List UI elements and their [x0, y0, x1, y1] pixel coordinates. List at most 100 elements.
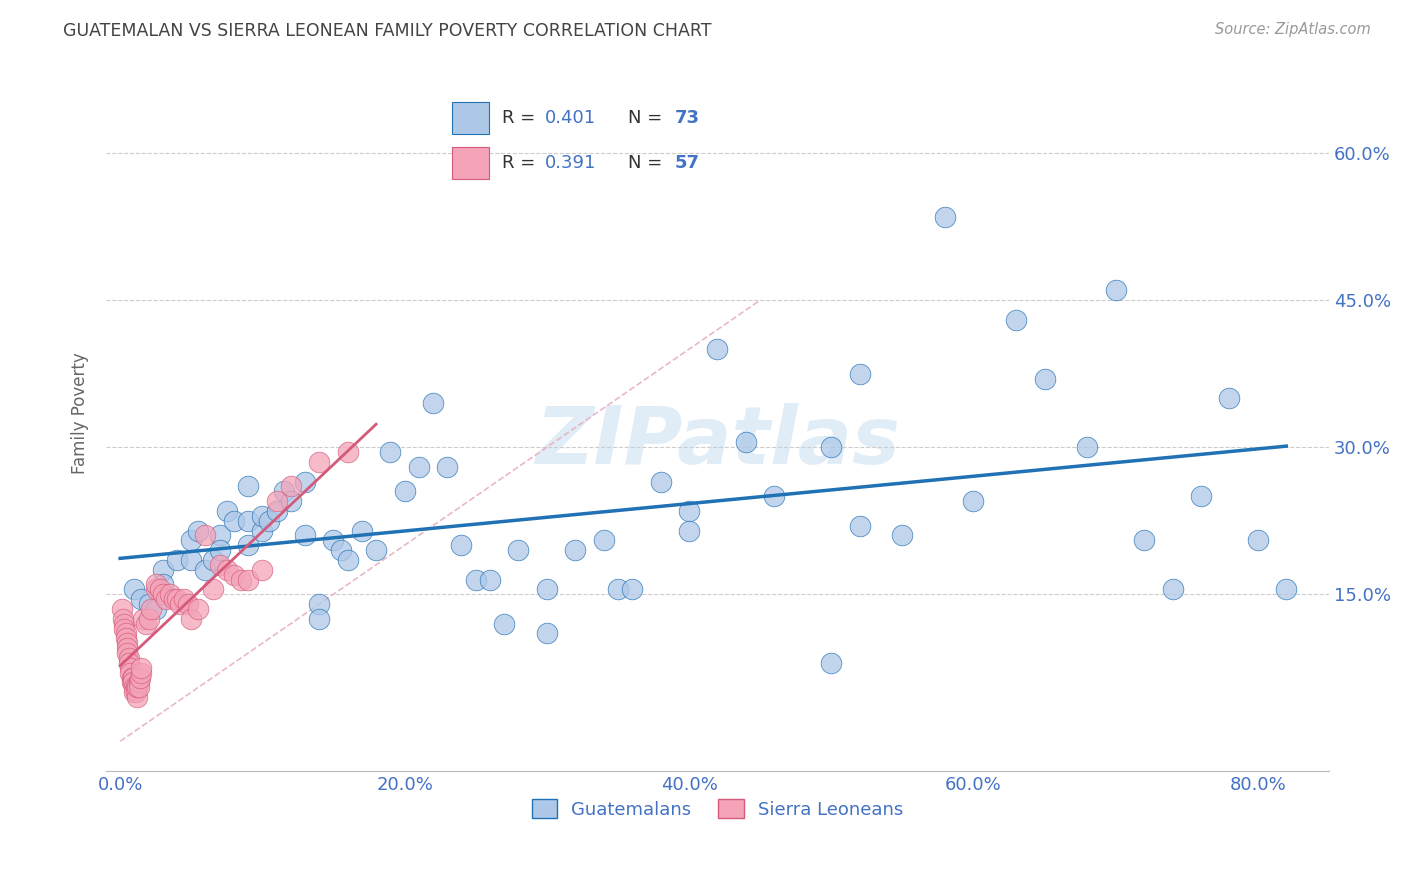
Point — [891, 528, 914, 542]
Point — [180, 533, 202, 548]
Point — [145, 582, 167, 597]
Point — [678, 524, 700, 538]
Point — [934, 210, 956, 224]
Point — [1247, 533, 1270, 548]
Point — [194, 528, 217, 542]
Point — [536, 582, 558, 597]
Point — [380, 445, 402, 459]
Point — [115, 641, 138, 656]
Point — [194, 563, 217, 577]
Point — [1033, 371, 1056, 385]
Point — [125, 681, 148, 695]
Point — [187, 524, 209, 538]
Point — [122, 671, 145, 685]
Point — [621, 582, 644, 597]
Point — [308, 612, 330, 626]
Point — [1189, 489, 1212, 503]
Point — [266, 504, 288, 518]
Point — [308, 455, 330, 469]
Point — [128, 675, 150, 690]
Point — [187, 602, 209, 616]
Point — [152, 587, 174, 601]
Y-axis label: Family Poverty: Family Poverty — [72, 352, 89, 474]
Point — [166, 592, 188, 607]
Point — [118, 656, 141, 670]
Point — [120, 665, 142, 680]
Point — [155, 592, 177, 607]
Point — [177, 597, 200, 611]
Point — [208, 558, 231, 572]
Point — [436, 459, 458, 474]
Point — [962, 494, 984, 508]
Point — [222, 567, 245, 582]
Point — [127, 690, 149, 705]
Point — [1161, 582, 1184, 597]
Point — [259, 514, 281, 528]
Point — [329, 543, 352, 558]
Point — [131, 661, 153, 675]
Point — [122, 675, 145, 690]
Point — [848, 367, 870, 381]
Point — [252, 524, 274, 538]
Point — [208, 543, 231, 558]
Point — [536, 626, 558, 640]
Point — [127, 681, 149, 695]
Point — [394, 484, 416, 499]
Point — [322, 533, 344, 548]
Text: 73: 73 — [675, 109, 700, 127]
Point — [124, 685, 146, 699]
Text: Source: ZipAtlas.com: Source: ZipAtlas.com — [1215, 22, 1371, 37]
Point — [128, 681, 150, 695]
Point — [149, 582, 172, 597]
Text: R =: R = — [502, 109, 541, 127]
Point — [229, 573, 252, 587]
Point — [408, 459, 430, 474]
Point — [141, 602, 163, 616]
Point — [115, 646, 138, 660]
Text: 0.401: 0.401 — [546, 109, 596, 127]
Bar — [453, 102, 489, 135]
Point — [111, 612, 134, 626]
Point — [1005, 313, 1028, 327]
Point — [201, 553, 224, 567]
Text: N =: N = — [628, 109, 668, 127]
Point — [129, 671, 152, 685]
Text: R =: R = — [502, 154, 541, 172]
Text: 0.391: 0.391 — [546, 154, 596, 172]
Point — [1275, 582, 1298, 597]
Point — [152, 563, 174, 577]
Point — [650, 475, 672, 489]
Point — [494, 616, 516, 631]
Point — [735, 435, 758, 450]
Text: N =: N = — [628, 154, 668, 172]
Point — [450, 538, 472, 552]
Point — [121, 671, 143, 685]
Point — [252, 508, 274, 523]
Point — [266, 494, 288, 508]
Point — [132, 612, 155, 626]
Point — [820, 656, 842, 670]
Point — [308, 597, 330, 611]
Point — [138, 612, 160, 626]
Point — [173, 592, 195, 607]
Point — [236, 479, 259, 493]
Point — [152, 577, 174, 591]
Point — [135, 616, 157, 631]
Point — [110, 602, 132, 616]
Point — [180, 553, 202, 567]
Point — [294, 475, 316, 489]
Point — [280, 479, 302, 493]
Point — [125, 685, 148, 699]
Text: 57: 57 — [675, 154, 700, 172]
Point — [252, 563, 274, 577]
Point — [124, 582, 146, 597]
Point — [706, 342, 728, 356]
Point — [145, 602, 167, 616]
Point — [820, 440, 842, 454]
Point — [280, 494, 302, 508]
Point — [163, 592, 186, 607]
Point — [606, 582, 628, 597]
Point — [236, 538, 259, 552]
Point — [124, 681, 146, 695]
Point — [121, 675, 143, 690]
